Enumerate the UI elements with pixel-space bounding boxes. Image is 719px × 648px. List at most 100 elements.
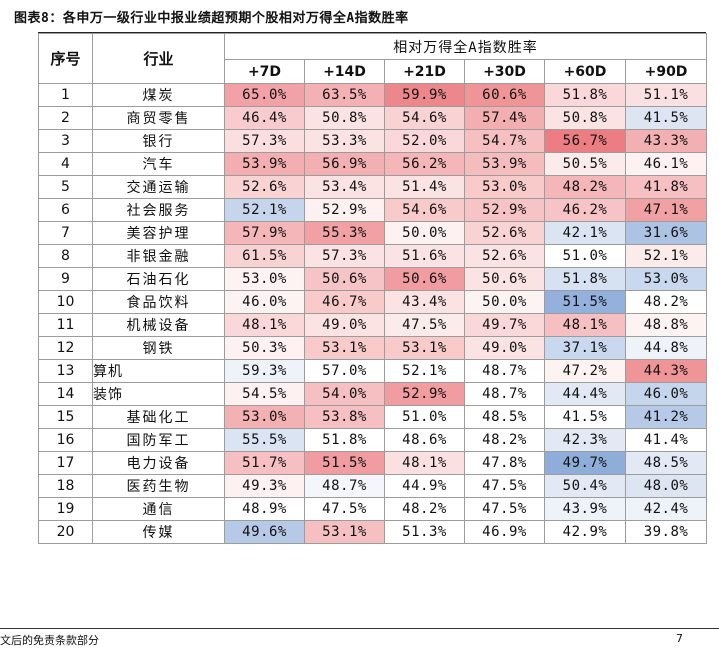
industry-name: 基础化工 — [92, 405, 225, 429]
win-rate-cell: 54.6% — [384, 106, 465, 130]
win-rate-cell: 51.6% — [384, 244, 465, 268]
period-header: +60D — [544, 59, 626, 84]
table-row: 7 美容护理 57.9% 55.3% 50.0% 52.6% 42.1% 31.6% — [38, 221, 708, 245]
win-rate-cell: 52.1% — [384, 359, 465, 383]
footer-disclaimer: 文后的免责条款部分 — [0, 634, 99, 647]
row-index: 3 — [38, 129, 93, 153]
win-rate-cell: 41.2% — [624, 405, 708, 429]
win-rate-cell: 53.1% — [384, 336, 465, 360]
table-row: 9 石油石化 53.0% 50.6% 50.6% 50.6% 51.8% 53.0% — [38, 267, 708, 291]
win-rate-cell: 50.5% — [544, 152, 626, 176]
win-rate-cell: 41.5% — [544, 405, 626, 429]
win-rate-cell: 49.0% — [464, 336, 545, 360]
win-rate-cell: 51.0% — [384, 405, 465, 429]
table-row: 16 国防军工 55.5% 51.8% 48.6% 48.2% 42.3% 41.4% — [38, 428, 708, 452]
win-rate-cell: 55.3% — [304, 221, 385, 245]
period-header: +14D — [304, 59, 385, 84]
industry-name: 银行 — [92, 129, 225, 153]
win-rate-cell: 51.5% — [544, 290, 626, 314]
win-rate-cell: 44.3% — [624, 359, 708, 383]
win-rate-cell: 61.5% — [224, 244, 305, 268]
win-rate-cell: 57.9% — [224, 221, 305, 245]
win-rate-cell: 47.2% — [544, 359, 626, 383]
industry-name: 传媒 — [92, 520, 225, 544]
period-header-row: +7D +14D +21D +30D +60D +90D — [39, 59, 708, 84]
win-rate-cell: 48.6% — [384, 428, 465, 452]
row-index: 8 — [38, 244, 93, 268]
row-index: 19 — [38, 497, 93, 521]
win-rate-cell: 46.0% — [624, 382, 708, 406]
win-rate-cell: 48.7% — [464, 382, 545, 406]
table-row: 13 算机 59.3% 57.0% 52.1% 48.7% 47.2% 44.3% — [38, 359, 708, 383]
win-rate-cell: 41.8% — [624, 175, 708, 199]
win-rate-cell: 50.6% — [304, 267, 385, 291]
win-rate-cell: 50.6% — [464, 267, 545, 291]
win-rate-cell: 42.4% — [624, 497, 708, 521]
industry-name: 装饰 — [92, 382, 225, 406]
win-rate-cell: 54.0% — [304, 382, 385, 406]
win-rate-cell: 53.1% — [304, 520, 385, 544]
period-header: +7D — [224, 59, 305, 84]
win-rate-cell: 57.3% — [224, 129, 305, 153]
win-rate-table: 序号 行业 相对万得全A指数胜率 +7D +14D +21D +30D +60D +90D… — [38, 33, 708, 544]
win-rate-cell: 46.7% — [304, 290, 385, 314]
win-rate-cell: 57.0% — [304, 359, 385, 383]
win-rate-cell: 52.1% — [624, 244, 708, 268]
period-header: +21D — [384, 59, 465, 84]
win-rate-cell: 44.4% — [544, 382, 626, 406]
table-row: 11 机械设备 48.1% 49.0% 47.5% 49.7% 48.1% 48.8% — [38, 313, 708, 337]
win-rate-cell: 44.9% — [384, 474, 465, 498]
win-rate-cell: 49.7% — [464, 313, 545, 337]
table-row: 6 社会服务 52.1% 52.9% 54.6% 52.9% 46.2% 47.1% — [38, 198, 708, 222]
win-rate-cell: 42.3% — [544, 428, 626, 452]
row-index: 14 — [38, 382, 93, 406]
win-rate-cell: 37.1% — [544, 336, 626, 360]
win-rate-cell: 53.8% — [304, 405, 385, 429]
row-index: 9 — [38, 267, 93, 291]
win-rate-cell: 53.4% — [304, 175, 385, 199]
win-rate-cell: 48.7% — [464, 359, 545, 383]
industry-name: 煤炭 — [92, 83, 225, 107]
table-row: 18 医药生物 49.3% 48.7% 44.9% 47.5% 50.4% 48.0% — [38, 474, 708, 498]
industry-name: 非银金融 — [92, 244, 225, 268]
industry-name: 通信 — [92, 497, 225, 521]
win-rate-cell: 52.9% — [464, 198, 545, 222]
win-rate-cell: 48.1% — [384, 451, 465, 475]
win-rate-cell: 48.0% — [624, 474, 708, 498]
win-rate-cell: 57.3% — [304, 244, 385, 268]
win-rate-cell: 59.3% — [224, 359, 305, 383]
win-rate-cell: 47.1% — [624, 198, 708, 222]
table-row: 20 传媒 49.6% 53.1% 51.3% 46.9% 42.9% 39.8% — [38, 520, 708, 544]
period-header: +30D — [464, 59, 545, 84]
industry-name: 医药生物 — [92, 474, 225, 498]
figure-title: 图表8：各申万一级行业中报业绩超预期个股相对万得全A指数胜率 — [14, 11, 409, 26]
win-rate-cell: 52.6% — [464, 221, 545, 245]
win-rate-cell: 47.5% — [464, 474, 545, 498]
win-rate-cell: 54.6% — [384, 198, 465, 222]
row-index: 20 — [38, 520, 93, 544]
table-row: 12 钢铁 50.3% 53.1% 53.1% 49.0% 37.1% 44.8% — [38, 336, 708, 360]
win-rate-cell: 56.7% — [544, 129, 626, 153]
win-rate-cell: 53.0% — [224, 405, 305, 429]
win-rate-cell: 54.5% — [224, 382, 305, 406]
win-rate-cell: 47.5% — [384, 313, 465, 337]
period-header: +90D — [624, 59, 708, 84]
win-rate-cell: 50.8% — [544, 106, 626, 130]
win-rate-cell: 51.4% — [384, 175, 465, 199]
win-rate-cell: 52.9% — [304, 198, 385, 222]
win-rate-cell: 41.5% — [624, 106, 708, 130]
win-rate-cell: 48.9% — [224, 497, 305, 521]
industry-name: 汽车 — [92, 152, 225, 176]
win-rate-cell: 63.5% — [304, 83, 385, 107]
industry-name: 石油石化 — [92, 267, 225, 291]
industry-name: 交通运输 — [92, 175, 225, 199]
row-index: 6 — [38, 198, 93, 222]
row-index: 7 — [38, 221, 93, 245]
table-row: 15 基础化工 53.0% 53.8% 51.0% 48.5% 41.5% 41.2% — [38, 405, 708, 429]
table-row: 5 交通运输 52.6% 53.4% 51.4% 53.0% 48.2% 41.8% — [38, 175, 708, 199]
win-rate-group-header: 相对万得全A指数胜率 — [223, 33, 708, 60]
table-row: 1 煤炭 65.0% 63.5% 59.9% 60.6% 51.8% 51.1% — [38, 83, 708, 107]
footer-rule — [0, 628, 719, 629]
win-rate-cell: 41.4% — [624, 428, 708, 452]
table-row: 4 汽车 53.9% 56.9% 56.2% 53.9% 50.5% 46.1% — [38, 152, 708, 176]
